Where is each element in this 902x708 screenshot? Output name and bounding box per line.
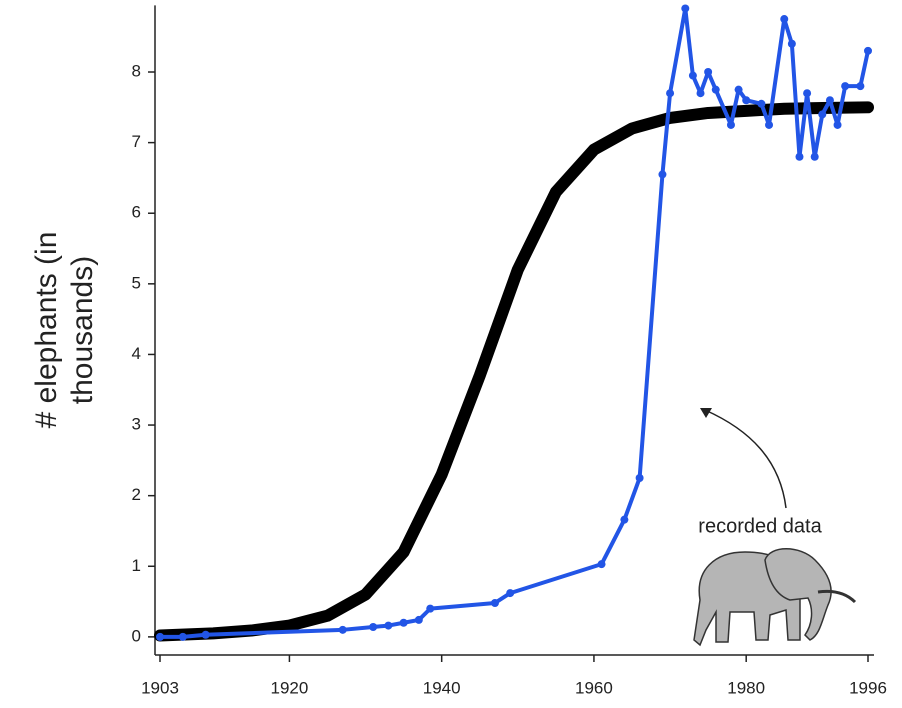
annotation: recorded data [698,515,822,537]
data-point [818,110,827,119]
y-tick-label: 7 [132,132,141,151]
data-point [856,82,865,91]
x-tick-label: 1996 [849,678,887,697]
data-point [734,85,743,94]
data-point [414,615,423,624]
x-tick-label: 1903 [141,678,179,697]
data-point [742,96,751,105]
data-point [864,46,872,55]
data-point [704,68,713,77]
data-point [787,39,796,48]
data-point [597,560,606,569]
data-point [490,598,499,607]
data-point [688,71,697,80]
data-point [825,96,834,105]
data-point [658,170,667,179]
data-point [711,85,720,94]
data-point [178,632,187,641]
y-tick-label: 8 [132,61,141,80]
data-point [369,622,378,631]
data-point [681,4,690,13]
data-point [795,152,804,161]
y-tick-label: 0 [132,626,141,645]
annotation-arrow [704,409,787,509]
data-point [399,618,408,627]
data-point [635,474,644,483]
data-point [201,630,210,639]
data-point [841,82,850,91]
data-point [726,120,735,129]
elephant-icon [693,548,857,647]
y-tick-label: 5 [132,273,141,292]
x-tick-label: 1960 [575,678,613,697]
data-point [156,632,164,641]
y-tick-label: 3 [132,415,141,434]
data-point [696,89,705,98]
x-tick-label: 1940 [423,678,461,697]
data-point [757,99,766,108]
y-axis-label: # elephants (in [30,232,63,429]
data-point [620,515,629,524]
data-point [810,152,819,161]
data-point [803,89,812,98]
data-point [780,15,789,24]
data-point [506,589,515,598]
y-tick-label: 1 [132,556,141,575]
y-tick-label: 6 [132,203,141,222]
x-tick-label: 1980 [727,678,765,697]
x-tick-label: 1920 [271,678,309,697]
data-point [426,604,435,613]
y-tick-label: 2 [132,485,141,504]
data-point [765,120,774,129]
y-tick-label: 4 [132,344,141,363]
y-axis-label: thousands) [66,256,99,404]
data-point [666,89,675,98]
arrow-head [700,408,712,418]
data-point [833,120,842,129]
data-point [338,625,347,634]
data-point [384,621,393,630]
series-line [154,101,874,642]
